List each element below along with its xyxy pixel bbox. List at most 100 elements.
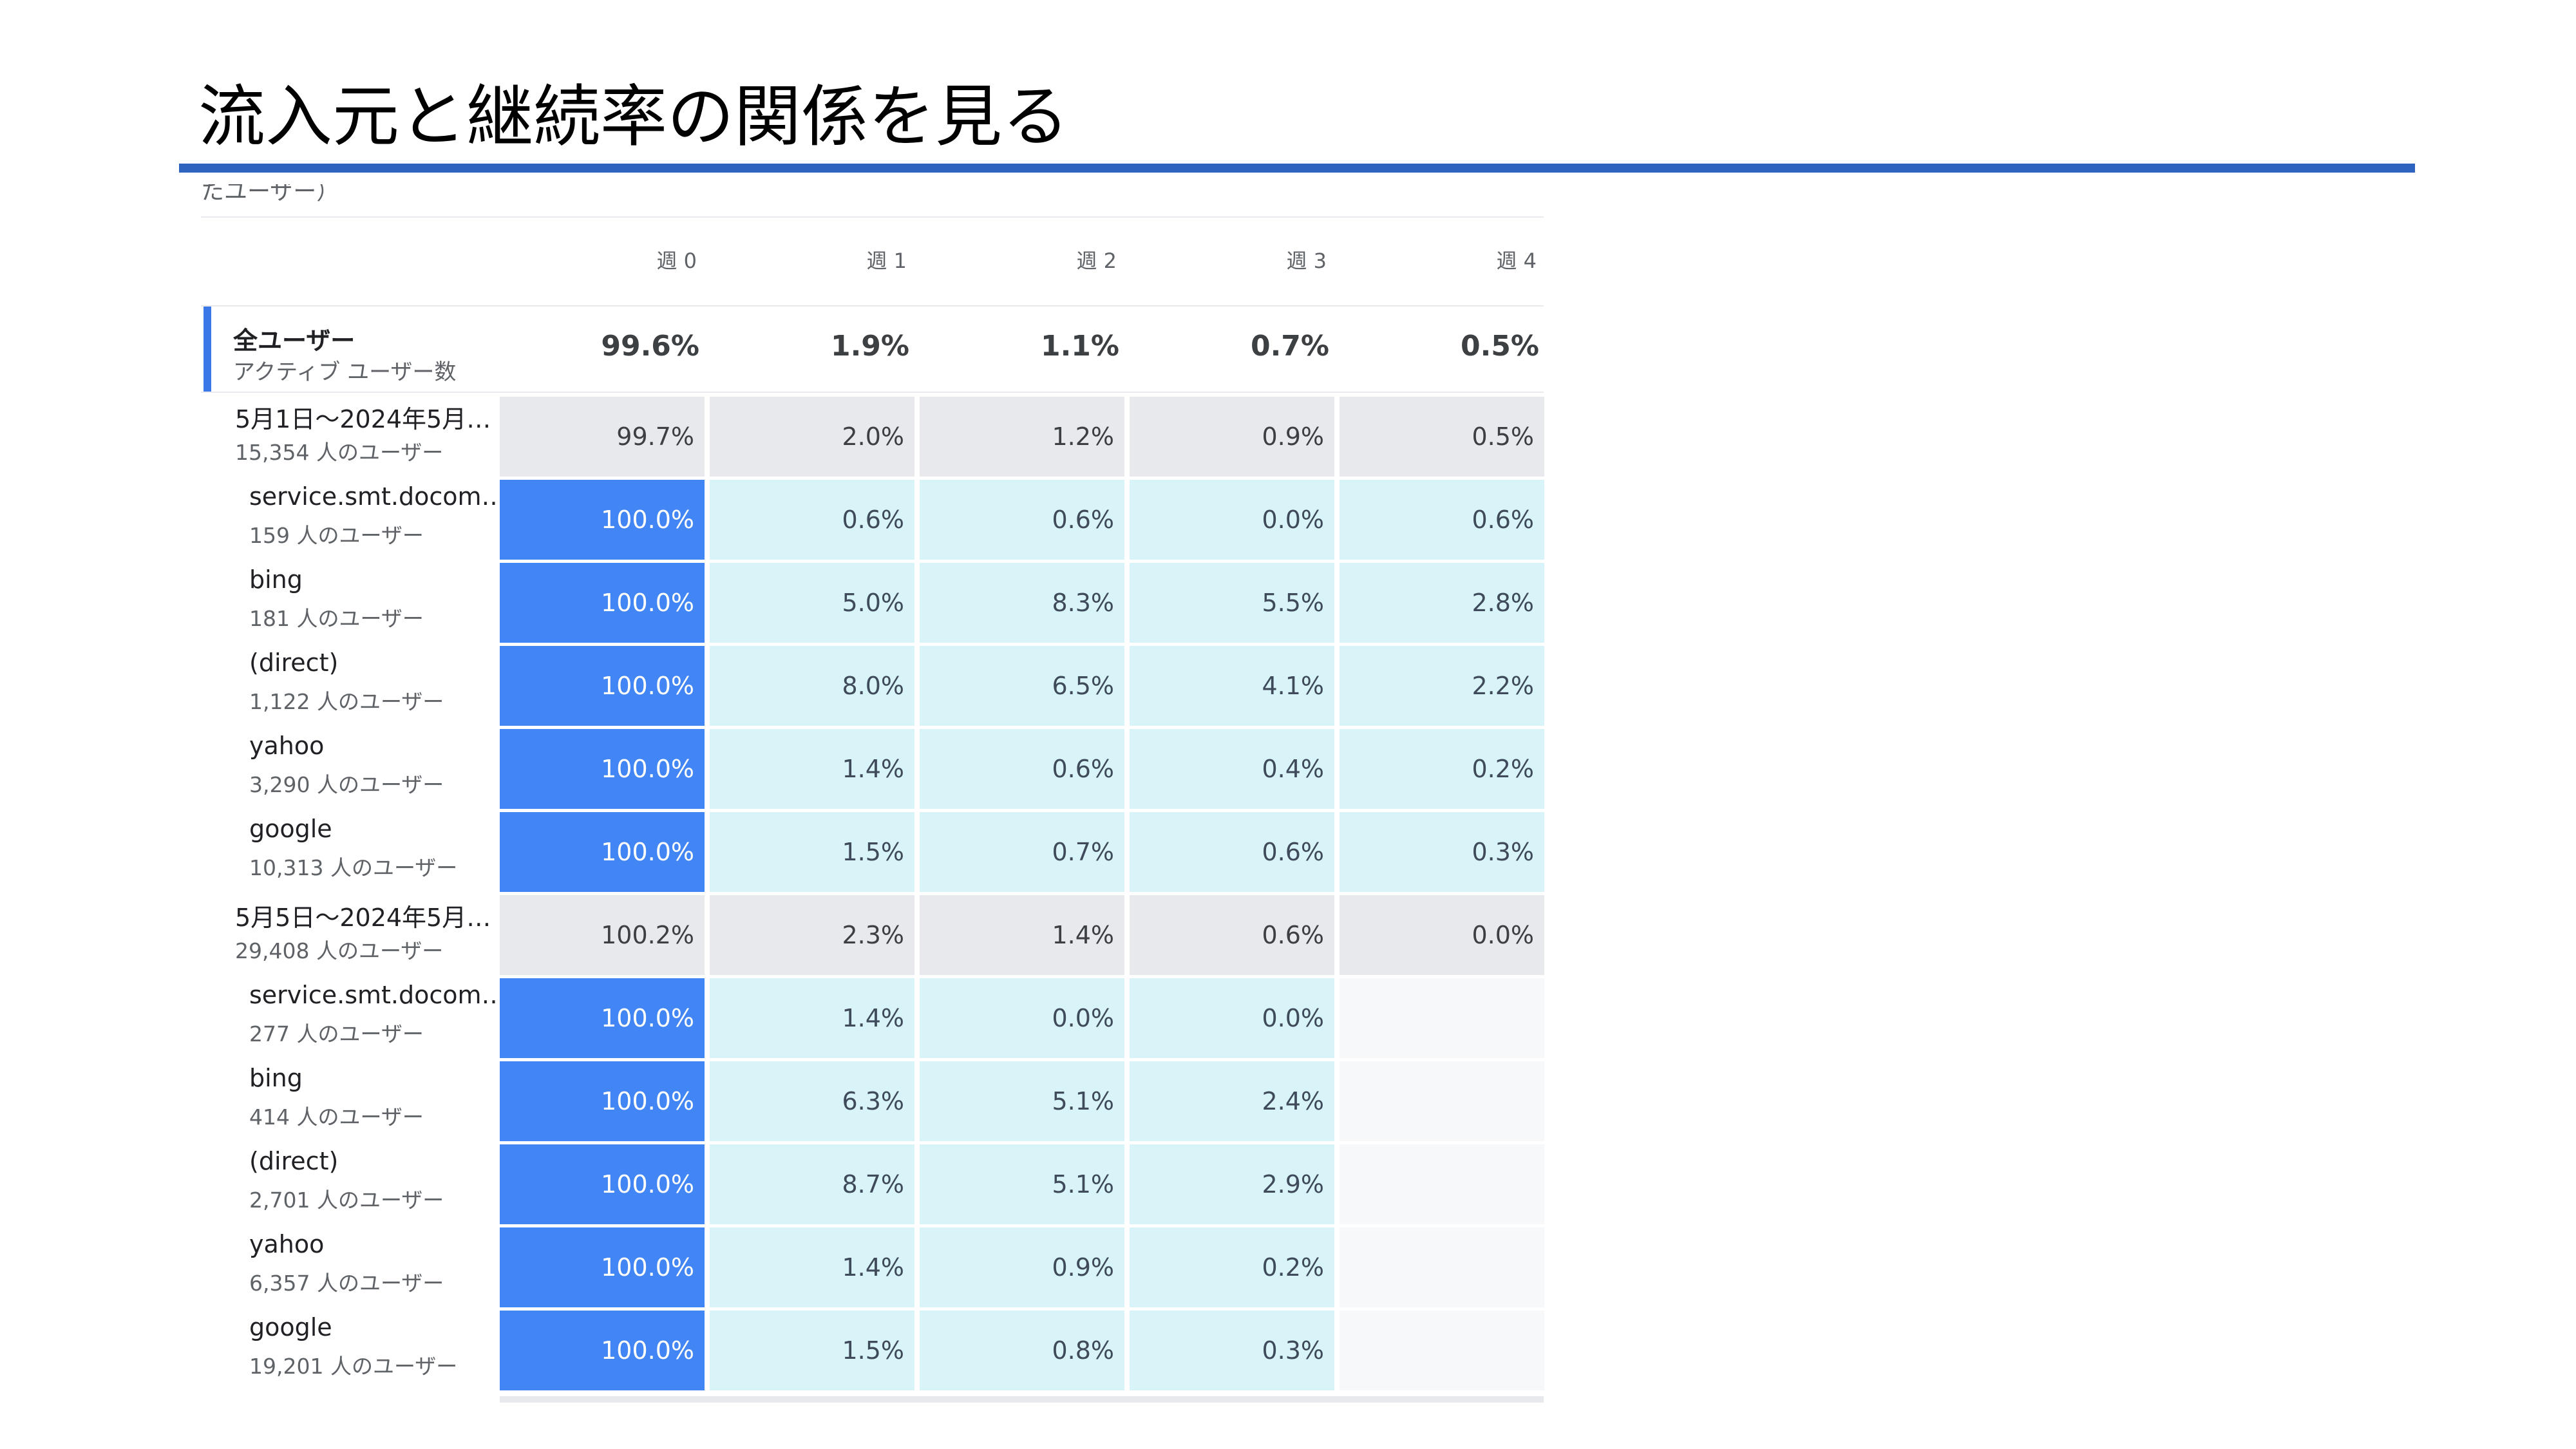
retention-cell-week-4: 2.2% xyxy=(1340,646,1544,726)
retention-cell-week-0: 100.0% xyxy=(500,480,705,560)
all-users-divider xyxy=(201,392,1544,393)
retention-cell-week-2: 0.6% xyxy=(920,729,1124,809)
retention-cell-week-3: 2.9% xyxy=(1130,1144,1334,1224)
user-count: 1,122 人のユーザー xyxy=(249,689,444,714)
retention-cell-week-3: 4.1% xyxy=(1130,646,1334,726)
column-header-week-1: 週 1 xyxy=(866,249,907,273)
source-name: bing xyxy=(249,565,303,594)
retention-cell-week-3: 0.9% xyxy=(1130,397,1334,477)
retention-cell-week-2: 6.5% xyxy=(920,646,1124,726)
retention-cell-week-4: 0.5% xyxy=(1340,397,1544,477)
all-users-week-1: 1.9% xyxy=(830,330,909,363)
retention-cell-week-0: 100.0% xyxy=(500,729,705,809)
column-header-week-4: 週 4 xyxy=(1496,249,1537,273)
user-count: 19,201 人のユーザー xyxy=(249,1354,458,1379)
retention-cell-week-0: 100.0% xyxy=(500,1144,705,1224)
all-users-week-3: 0.7% xyxy=(1250,330,1329,363)
table-top-divider xyxy=(201,216,1544,218)
user-count: 29,408 人のユーザー xyxy=(235,938,444,963)
retention-cell-week-1: 1.4% xyxy=(710,1227,914,1307)
source-name: yahoo xyxy=(249,1230,325,1258)
retention-cell-week-0: 100.0% xyxy=(500,1311,705,1390)
retention-cell-week-4 xyxy=(1340,1061,1544,1141)
source-name: service.smt.docom… xyxy=(249,482,506,511)
table-bottom-strip xyxy=(500,1396,1544,1403)
retention-cell-week-0: 99.7% xyxy=(500,397,705,477)
retention-cell-week-1: 6.3% xyxy=(710,1061,914,1141)
retention-cell-week-3: 2.4% xyxy=(1130,1061,1334,1141)
all-users-accent-bar xyxy=(204,307,211,393)
source-name: google xyxy=(249,815,332,843)
retention-cell-week-4 xyxy=(1340,978,1544,1058)
retention-cell-week-2: 0.8% xyxy=(920,1311,1124,1390)
retention-cell-week-4 xyxy=(1340,1144,1544,1224)
retention-cell-week-0: 100.0% xyxy=(500,978,705,1058)
retention-cell-week-1: 2.3% xyxy=(710,895,914,975)
retention-cell-week-0: 100.0% xyxy=(500,812,705,892)
retention-cell-week-1: 2.0% xyxy=(710,397,914,477)
retention-cell-week-3: 0.6% xyxy=(1130,895,1334,975)
clipped-header-label: たユーザー） xyxy=(201,184,340,204)
user-count: 6,357 人のユーザー xyxy=(249,1271,444,1296)
column-header-week-2: 週 2 xyxy=(1076,249,1117,273)
retention-cell-week-3: 0.0% xyxy=(1130,978,1334,1058)
retention-cell-week-3: 5.5% xyxy=(1130,563,1334,643)
retention-cell-week-3: 0.4% xyxy=(1130,729,1334,809)
cohort-date-label: 5月1日～2024年5月… xyxy=(235,405,491,433)
retention-cell-week-4: 2.8% xyxy=(1340,563,1544,643)
user-count: 15,354 人のユーザー xyxy=(235,440,444,465)
user-count: 3,290 人のユーザー xyxy=(249,772,444,797)
retention-cell-week-2: 5.1% xyxy=(920,1144,1124,1224)
retention-cell-week-2: 8.3% xyxy=(920,563,1124,643)
all-users-week-4: 0.5% xyxy=(1460,330,1539,363)
retention-cell-week-1: 1.4% xyxy=(710,729,914,809)
cohort-date-label: 5月5日～2024年5月… xyxy=(235,904,491,932)
source-name: service.smt.docom… xyxy=(249,981,506,1009)
retention-cell-week-0: 100.2% xyxy=(500,895,705,975)
retention-cell-week-1: 5.0% xyxy=(710,563,914,643)
retention-cell-week-1: 0.6% xyxy=(710,480,914,560)
retention-cell-week-0: 100.0% xyxy=(500,1061,705,1141)
retention-cell-week-4 xyxy=(1340,1311,1544,1390)
retention-cell-week-1: 1.5% xyxy=(710,1311,914,1390)
source-name: (direct) xyxy=(249,649,339,677)
retention-cell-week-2: 1.4% xyxy=(920,895,1124,975)
retention-cell-week-2: 0.6% xyxy=(920,480,1124,560)
all-users-label: 全ユーザー xyxy=(233,327,355,355)
all-users-sublabel: アクティブ ユーザー数 xyxy=(233,359,457,385)
retention-cell-week-3: 0.2% xyxy=(1130,1227,1334,1307)
user-count: 2,701 人のユーザー xyxy=(249,1188,444,1213)
retention-cell-week-4 xyxy=(1340,1227,1544,1307)
retention-cell-week-4: 0.3% xyxy=(1340,812,1544,892)
retention-cell-week-1: 8.0% xyxy=(710,646,914,726)
retention-cell-week-2: 1.2% xyxy=(920,397,1124,477)
column-header-week-0: 週 0 xyxy=(656,249,697,273)
retention-cell-week-2: 0.9% xyxy=(920,1227,1124,1307)
retention-cell-week-2: 0.7% xyxy=(920,812,1124,892)
source-name: bing xyxy=(249,1064,303,1092)
retention-cell-week-0: 100.0% xyxy=(500,563,705,643)
header-divider xyxy=(201,305,1544,307)
title-underline xyxy=(179,164,2415,173)
user-count: 159 人のユーザー xyxy=(249,523,424,548)
retention-cell-week-2: 0.0% xyxy=(920,978,1124,1058)
user-count: 277 人のユーザー xyxy=(249,1021,424,1046)
retention-cell-week-0: 100.0% xyxy=(500,646,705,726)
source-name: yahoo xyxy=(249,732,325,760)
all-users-week-2: 1.1% xyxy=(1040,330,1119,363)
user-count: 181 人のユーザー xyxy=(249,606,424,631)
slide-title: 流入元と継続率の関係を見る xyxy=(198,77,1070,156)
user-count: 414 人のユーザー xyxy=(249,1104,424,1130)
retention-cell-week-2: 5.1% xyxy=(920,1061,1124,1141)
retention-cell-week-0: 100.0% xyxy=(500,1227,705,1307)
retention-cell-week-4: 0.0% xyxy=(1340,895,1544,975)
retention-cell-week-3: 0.6% xyxy=(1130,812,1334,892)
source-name: (direct) xyxy=(249,1147,339,1175)
column-header-week-3: 週 3 xyxy=(1286,249,1327,273)
retention-cell-week-1: 1.5% xyxy=(710,812,914,892)
retention-cell-week-3: 0.0% xyxy=(1130,480,1334,560)
retention-cell-week-4: 0.2% xyxy=(1340,729,1544,809)
retention-cell-week-3: 0.3% xyxy=(1130,1311,1334,1390)
source-name: google xyxy=(249,1313,332,1341)
retention-cell-week-1: 8.7% xyxy=(710,1144,914,1224)
